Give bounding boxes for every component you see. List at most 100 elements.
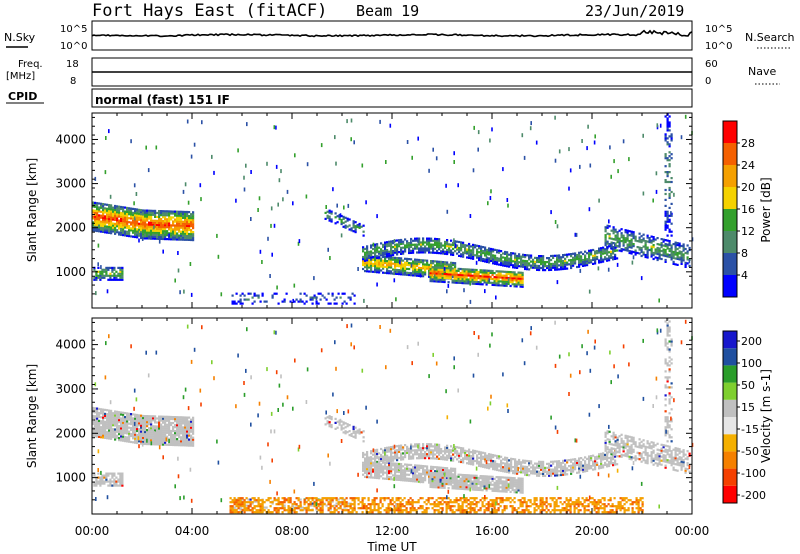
power-cell [461, 272, 464, 275]
power-cell [526, 254, 529, 257]
velocity-cell [104, 432, 107, 435]
power-cell [438, 252, 441, 255]
power-cell [467, 272, 470, 275]
power-cell [148, 211, 151, 214]
power-cell [658, 253, 661, 256]
velocity-cell [519, 491, 522, 494]
power-cell [686, 262, 689, 265]
velocity-cell [122, 427, 125, 430]
power-cell [148, 233, 151, 236]
power-cell [390, 248, 393, 251]
velocity-cell [487, 479, 490, 482]
power-cell [422, 271, 425, 274]
velocity-cell [463, 486, 466, 489]
power-cell [461, 268, 464, 271]
power-cell [656, 250, 659, 254]
velocity-cell [432, 451, 435, 454]
velocity-cell [386, 465, 389, 468]
velocity-cell [416, 476, 419, 479]
velocity-cell [422, 473, 425, 476]
power-cell [532, 264, 535, 267]
velocity-cell [394, 466, 397, 469]
power-cell [396, 257, 399, 260]
velocity-cell [146, 417, 149, 420]
power-cell [548, 266, 551, 270]
power-cell [114, 216, 117, 220]
power-cell [357, 267, 359, 271]
power-cell [104, 207, 107, 210]
power-cell [484, 289, 486, 294]
power-cell [106, 219, 109, 222]
power-cell [376, 257, 379, 260]
power-cell [239, 298, 242, 301]
velocity-cell [521, 479, 524, 482]
power-cell [477, 130, 480, 135]
velocity-cell [100, 430, 103, 433]
power-cell [556, 280, 559, 285]
power-cell [412, 270, 415, 273]
power-cell [556, 262, 559, 265]
power-cell [368, 254, 371, 257]
velocity-cell [455, 475, 458, 478]
power-cell [182, 234, 185, 237]
velocity-cell [467, 476, 470, 479]
velocity-cell [513, 477, 516, 480]
power-cell [670, 202, 673, 205]
power-cell [572, 260, 575, 263]
velocity-cell [446, 471, 449, 474]
velocity-cell [92, 406, 95, 410]
power-cell [594, 260, 597, 263]
power-cell [94, 219, 97, 222]
velocity-cell [138, 416, 141, 419]
velocity-cell [174, 432, 177, 435]
velocity-cell [190, 434, 193, 437]
velocity-cell [94, 415, 97, 418]
velocity-cell [116, 412, 119, 415]
power-cell [467, 280, 470, 283]
power-cell [339, 213, 342, 218]
power-cell [386, 270, 389, 273]
velocity-cell [136, 419, 139, 423]
velocity-cell [132, 431, 135, 434]
velocity-cell [162, 419, 165, 422]
power-cell [465, 272, 468, 275]
velocity-cell [430, 469, 433, 472]
power-cell [188, 219, 191, 222]
velocity-cell [180, 438, 183, 441]
power-cell [350, 137, 352, 142]
power-cell [184, 238, 187, 241]
power-cell [275, 164, 278, 169]
power-cell [646, 240, 649, 243]
velocity-cell [444, 458, 447, 461]
power-cell [174, 232, 177, 235]
power-cell [600, 253, 603, 256]
power-cell [396, 245, 399, 248]
power-cell [158, 227, 161, 230]
power-cell [626, 229, 629, 232]
velocity-cell [489, 487, 492, 490]
power-cell [481, 271, 484, 274]
velocity-cell [152, 443, 155, 446]
velocity-cell [479, 475, 482, 478]
velocity-cell [418, 455, 421, 458]
power-cell [640, 235, 643, 238]
power-cell [398, 251, 401, 254]
power-cell [146, 231, 149, 234]
power-cell [106, 215, 109, 218]
power-cell [192, 217, 195, 220]
power-cell [144, 215, 147, 218]
power-cell [418, 247, 421, 250]
velocity-cell [330, 418, 333, 421]
velocity-cell [140, 418, 143, 421]
power-cell [676, 251, 679, 255]
power-cell [170, 238, 173, 241]
velocity-cell [497, 480, 500, 483]
power-cell [620, 234, 623, 237]
velocity-cell [505, 476, 508, 479]
power-cell [94, 217, 97, 220]
power-cell [484, 248, 487, 251]
power-cell [335, 302, 338, 305]
power-cell [162, 222, 165, 225]
power-cell [670, 135, 673, 138]
power-cell [148, 235, 151, 238]
